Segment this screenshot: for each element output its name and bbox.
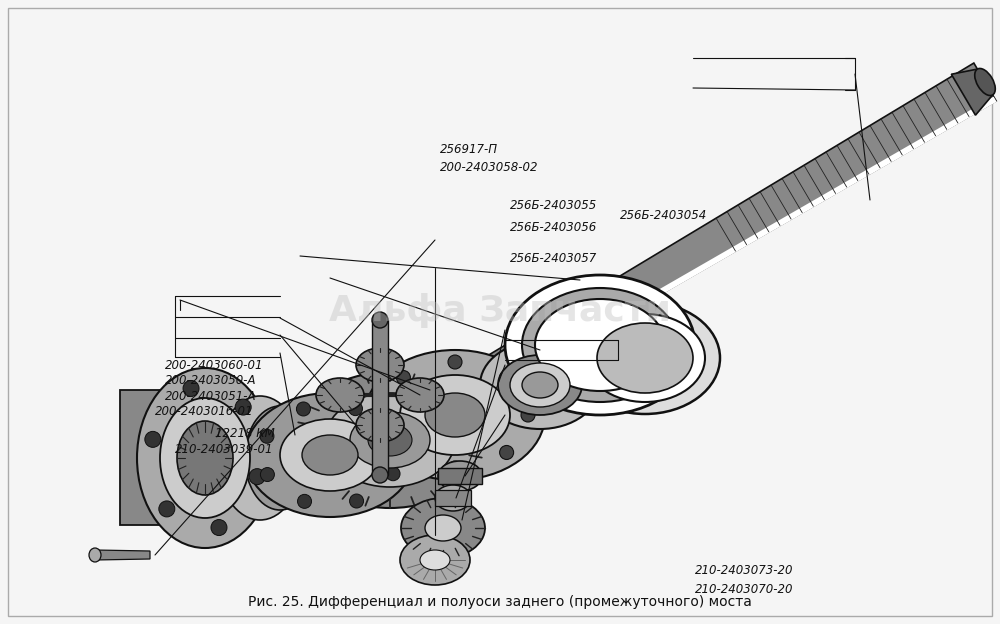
Ellipse shape [316,378,364,412]
Circle shape [211,520,227,535]
Circle shape [348,402,362,416]
Ellipse shape [325,393,455,487]
Text: 256917-П: 256917-П [440,144,498,156]
Circle shape [145,431,161,447]
Polygon shape [435,490,471,506]
Circle shape [396,446,410,459]
Ellipse shape [396,378,444,412]
Polygon shape [437,63,996,414]
Text: 200-2403016-01: 200-2403016-01 [155,406,254,418]
Ellipse shape [522,372,558,398]
Ellipse shape [522,288,678,402]
Text: 210-2403070-20: 210-2403070-20 [695,583,794,596]
Ellipse shape [400,375,510,455]
Circle shape [159,501,175,517]
Ellipse shape [425,393,485,437]
Circle shape [183,381,199,396]
Ellipse shape [510,363,570,407]
Circle shape [500,446,514,459]
Ellipse shape [401,498,485,558]
Text: 256Б-2403057: 256Б-2403057 [510,253,597,265]
Circle shape [386,467,400,480]
Ellipse shape [400,535,470,585]
Text: 256Б-2403054: 256Б-2403054 [620,209,707,222]
Ellipse shape [535,299,665,391]
Text: 200-2403060-01: 200-2403060-01 [165,359,264,371]
Polygon shape [451,97,997,415]
Circle shape [260,429,274,443]
Ellipse shape [975,69,995,95]
Text: 200-2403058-02: 200-2403058-02 [440,161,538,173]
Circle shape [521,408,535,422]
Ellipse shape [295,372,485,508]
Circle shape [448,461,462,475]
Circle shape [500,371,514,384]
Ellipse shape [372,312,388,328]
Ellipse shape [137,368,273,548]
Polygon shape [95,550,150,560]
Circle shape [386,429,400,442]
Ellipse shape [420,550,450,570]
Ellipse shape [160,398,250,518]
Ellipse shape [438,461,482,491]
Polygon shape [438,468,482,484]
Circle shape [298,494,312,509]
Polygon shape [509,316,565,375]
Text: 12218 КМ: 12218 КМ [215,427,275,440]
Polygon shape [120,390,165,525]
Circle shape [260,467,274,482]
Circle shape [350,494,364,508]
Text: 210-2403073-20: 210-2403073-20 [695,565,794,577]
Circle shape [448,355,462,369]
Circle shape [235,399,251,415]
Circle shape [296,402,310,416]
Ellipse shape [597,323,693,393]
Circle shape [396,371,410,384]
Ellipse shape [356,408,404,442]
Text: 256Б-2403056: 256Б-2403056 [510,222,597,234]
Ellipse shape [280,419,380,491]
Ellipse shape [585,314,705,402]
Ellipse shape [570,302,720,414]
Ellipse shape [268,414,328,502]
Ellipse shape [218,396,302,520]
Ellipse shape [368,424,412,456]
Text: 256Б-2403055: 256Б-2403055 [510,200,597,212]
Ellipse shape [350,412,430,468]
Text: 200-2403050-А: 200-2403050-А [165,374,256,387]
Ellipse shape [177,421,233,495]
Polygon shape [372,320,388,475]
Ellipse shape [245,393,415,517]
Circle shape [375,408,389,422]
Ellipse shape [372,467,388,483]
Text: Альфа Запчасти: Альфа Запчасти [329,293,671,328]
Ellipse shape [505,275,695,415]
Polygon shape [951,69,993,115]
Ellipse shape [245,406,315,510]
Circle shape [249,469,265,485]
Text: 210-2403039-01: 210-2403039-01 [175,443,274,456]
Ellipse shape [480,341,600,429]
Ellipse shape [435,485,471,511]
Ellipse shape [498,355,582,415]
Ellipse shape [356,348,404,382]
Text: Рис. 25. Дифференциал и полуоси заднего (промежуточного) моста: Рис. 25. Дифференциал и полуоси заднего … [248,595,752,609]
Ellipse shape [365,350,545,480]
Ellipse shape [302,435,358,475]
Ellipse shape [89,548,101,562]
Ellipse shape [425,515,461,541]
Text: 200-2403051-А: 200-2403051-А [165,390,256,402]
